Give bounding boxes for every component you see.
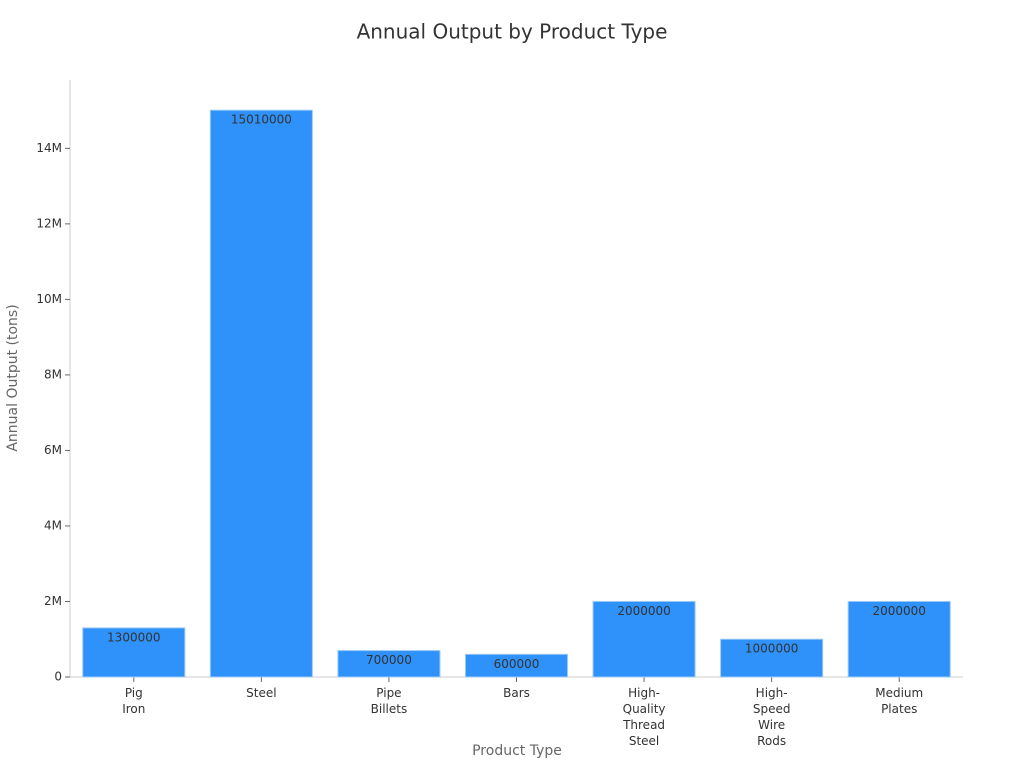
x-axis-title: Product Type [472,743,562,759]
x-tick-label: Pipe Billets [370,686,408,716]
bar [209,109,313,678]
data-label: 600000 [494,657,540,671]
data-label: 15010000 [231,113,292,127]
bar [592,600,696,678]
y-tick-label: 2M [44,594,62,608]
y-tick-label: 0 [54,670,62,684]
data-label: 1300000 [107,630,160,644]
y-tick-label: 14M [36,141,62,155]
data-label: 700000 [366,653,412,667]
data-label: 2000000 [617,604,670,618]
y-tick-label: 4M [44,518,62,532]
x-tick-label: Pig Iron [122,686,146,716]
data-label: 2000000 [872,604,925,618]
x-tick-label: High-Speed Wire Rods [752,686,791,748]
bar [337,650,441,678]
y-tick-label: 10M [36,292,62,306]
chart-title: Annual Output by Product Type [357,20,668,44]
y-tick-label: 12M [36,216,62,230]
bar [464,653,569,678]
bar [847,600,951,678]
y-tick-label: 8M [44,367,62,381]
y-tick-label: 6M [44,443,62,457]
bar [82,627,186,678]
x-tick-label: High-Quality Thread Steel [622,686,666,748]
y-axis-title: Annual Output (tons) [5,304,21,451]
x-tick-label: Steel [246,686,277,700]
bar [720,638,824,678]
x-tick-label: Medium Plates [875,686,924,716]
x-tick-label: Bars [503,686,530,700]
data-label: 1000000 [745,642,798,656]
